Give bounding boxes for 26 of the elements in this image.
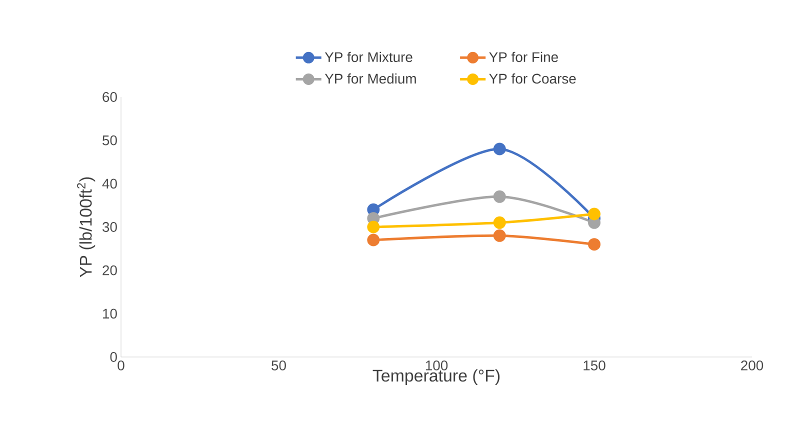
x-tick-label: 0 — [118, 360, 124, 370]
x-tick-label: 150 — [584, 360, 606, 370]
y-tick-label: 20 — [102, 265, 117, 276]
y-tick-label: 0 — [110, 352, 117, 362]
legend-label: YP for Coarse — [489, 73, 576, 84]
x-tick-label: 50 — [272, 360, 286, 370]
y-tick-label: 40 — [102, 178, 117, 189]
x-tick-label: 100 — [426, 360, 448, 370]
point — [367, 234, 380, 246]
legend-label: YP for Mixture — [324, 52, 412, 62]
x-tick-label: 200 — [741, 360, 764, 370]
y-tick-label: 30 — [102, 222, 117, 232]
point — [493, 216, 506, 229]
point — [588, 208, 601, 220]
point — [367, 220, 380, 234]
y-tick-label: 10 — [103, 308, 117, 319]
x-axis-title: Temperature (°F) — [372, 369, 500, 386]
point — [493, 229, 506, 242]
point — [493, 190, 506, 203]
legend-label: YP for Medium — [324, 73, 416, 84]
point — [588, 238, 601, 251]
point — [493, 142, 506, 156]
legend-label: YP for Fine — [489, 52, 558, 62]
y-tick-label: 60 — [102, 92, 117, 102]
y-tick-label: 50 — [102, 135, 117, 146]
y-axis-title: YP (lb/100ft$^{2}$) — [77, 177, 96, 278]
